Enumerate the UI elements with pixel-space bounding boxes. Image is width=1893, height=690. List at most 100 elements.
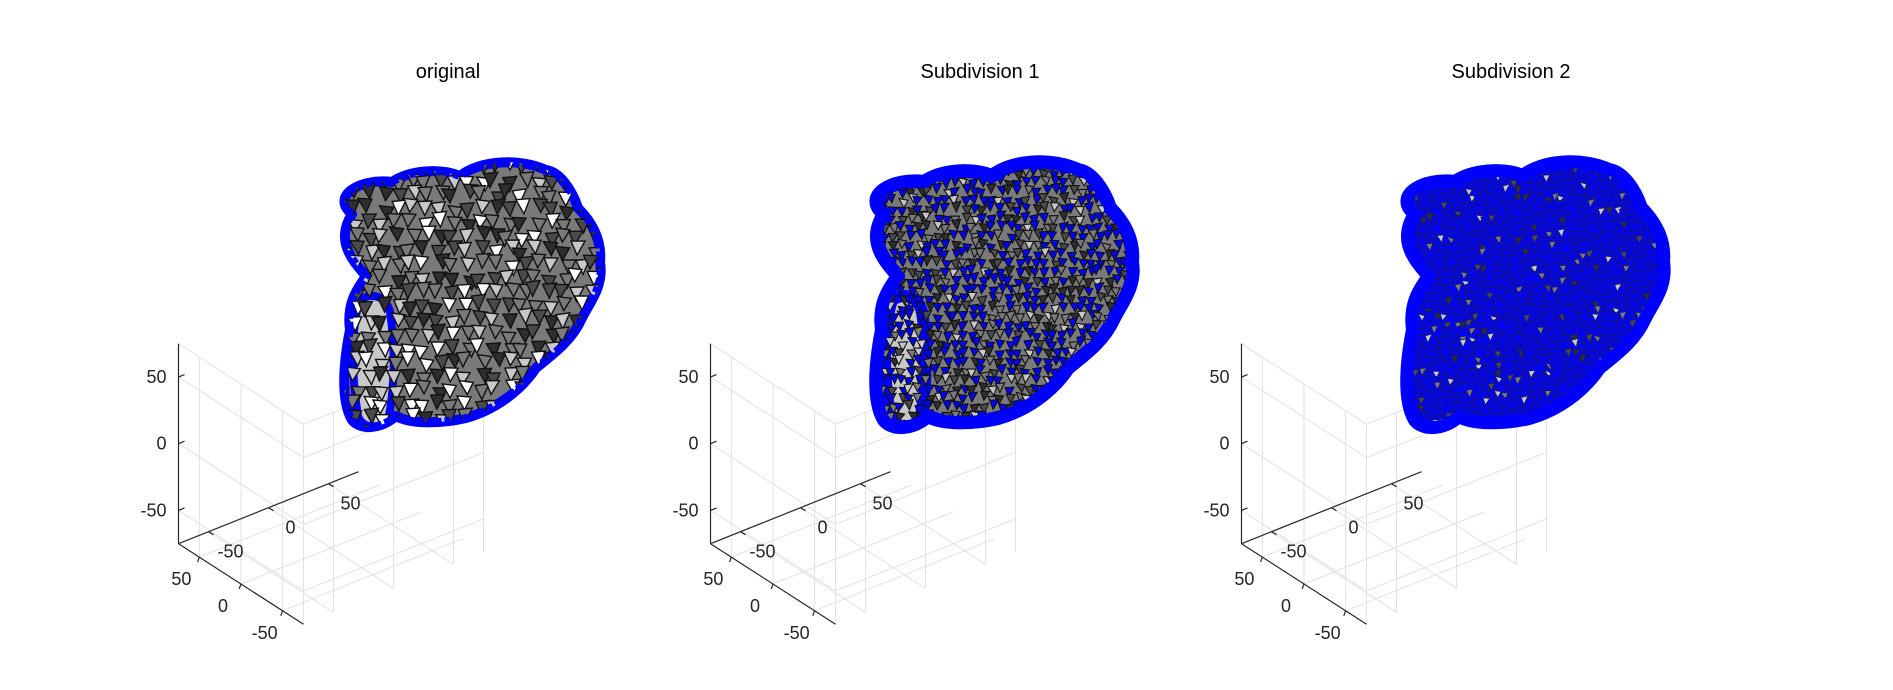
mesh-face [1513,304,1522,314]
mesh-face [914,404,925,416]
mesh-face [1591,313,1600,322]
mesh-face [1005,309,1017,323]
mesh-face [457,297,475,314]
mesh-face [1556,200,1566,210]
mesh-face [458,202,476,220]
mesh-face [1541,343,1550,352]
mesh-face [1032,203,1044,215]
mesh-face [960,196,972,208]
mesh-face [1537,237,1546,247]
mesh-face [1591,237,1600,246]
mesh-face [961,182,973,196]
mesh-face [1494,276,1504,287]
mesh-face [1437,305,1447,314]
mesh-face [441,398,458,417]
x-tick-label: 0 [750,596,760,616]
mesh-face [1485,280,1495,289]
mesh-face [1458,228,1467,238]
mesh-face [1432,386,1442,398]
mesh-face [1606,328,1615,337]
mesh-face [1460,271,1469,280]
mesh-face [958,292,970,304]
mesh-face [490,351,507,368]
mesh-face [1426,416,1435,425]
mesh-face [1488,298,1498,309]
mesh-face [361,337,379,356]
mesh-face [969,320,980,332]
mesh-face [1075,300,1087,314]
x-tick-label: 0 [1281,596,1291,616]
subplot-title: Subdivision 1 [921,61,1040,83]
mesh-face [921,268,933,280]
mesh-face [924,282,936,294]
mesh-face [363,407,380,426]
mesh-face [1557,319,1567,328]
mesh-face [1440,225,1449,236]
z-tick-label: 50 [678,367,698,387]
mesh-face [1459,392,1468,401]
mesh-face [941,371,953,385]
mesh-face [399,254,416,272]
mesh-face [1489,261,1498,273]
mesh-face [1465,305,1475,316]
mesh-face [1601,249,1610,259]
mesh-face [886,386,898,398]
mesh-face [1591,215,1600,224]
mesh-face [993,358,1005,370]
mesh-face [1028,213,1040,227]
mesh-face [968,303,980,316]
mesh-face [922,194,934,206]
mesh-face [1537,389,1547,399]
mesh-face [1548,222,1557,232]
mesh-face [1534,372,1544,383]
mesh-face [992,196,1004,209]
mesh-face [1022,229,1033,241]
pane-edge [710,343,836,425]
mesh-face [1507,289,1516,300]
mesh-face [1460,250,1469,261]
mesh-face [361,213,378,230]
mesh-face [1436,348,1445,357]
mesh-face [1565,167,1575,176]
mesh-face [1536,311,1546,321]
mesh-face [930,268,941,280]
mesh-face [455,371,472,388]
mesh-face [1021,255,1033,267]
mesh-face [441,229,458,247]
x-tick-mark [197,556,200,563]
mesh-face [388,385,405,403]
mesh-face [414,379,432,396]
mesh-outline [870,156,1139,433]
mesh-face [472,213,489,231]
mesh-face [1479,216,1489,225]
mesh-face [1038,230,1050,243]
mesh-face [939,267,950,279]
mesh-face [1014,238,1026,250]
mesh-face [1562,325,1571,336]
mesh-face [497,182,514,200]
mesh-face [1606,340,1616,349]
mesh-face [1038,294,1049,307]
mesh-face [1578,369,1588,378]
mesh-face [385,369,402,387]
mesh-face [957,310,969,323]
mesh-face [376,295,394,314]
mesh-face [1506,227,1515,238]
mesh-face [1611,333,1620,342]
mesh-face [365,243,382,262]
mesh-face [1488,193,1497,202]
mesh-face [1444,325,1453,335]
mesh-face [1433,250,1442,260]
mesh-face [1516,343,1525,352]
mesh-face [1522,202,1531,211]
mesh-face [1562,209,1572,218]
mesh-face [554,311,571,331]
tick-labels: -50 0 50 -50 0 50 -50 0 50 [140,367,360,643]
mesh-face [1513,275,1523,286]
mesh-face [1011,335,1023,349]
mesh-face [1464,242,1474,251]
mesh-face [931,330,943,342]
mesh-face [573,295,590,312]
mesh-face [1598,294,1607,303]
mesh-face [907,411,919,423]
